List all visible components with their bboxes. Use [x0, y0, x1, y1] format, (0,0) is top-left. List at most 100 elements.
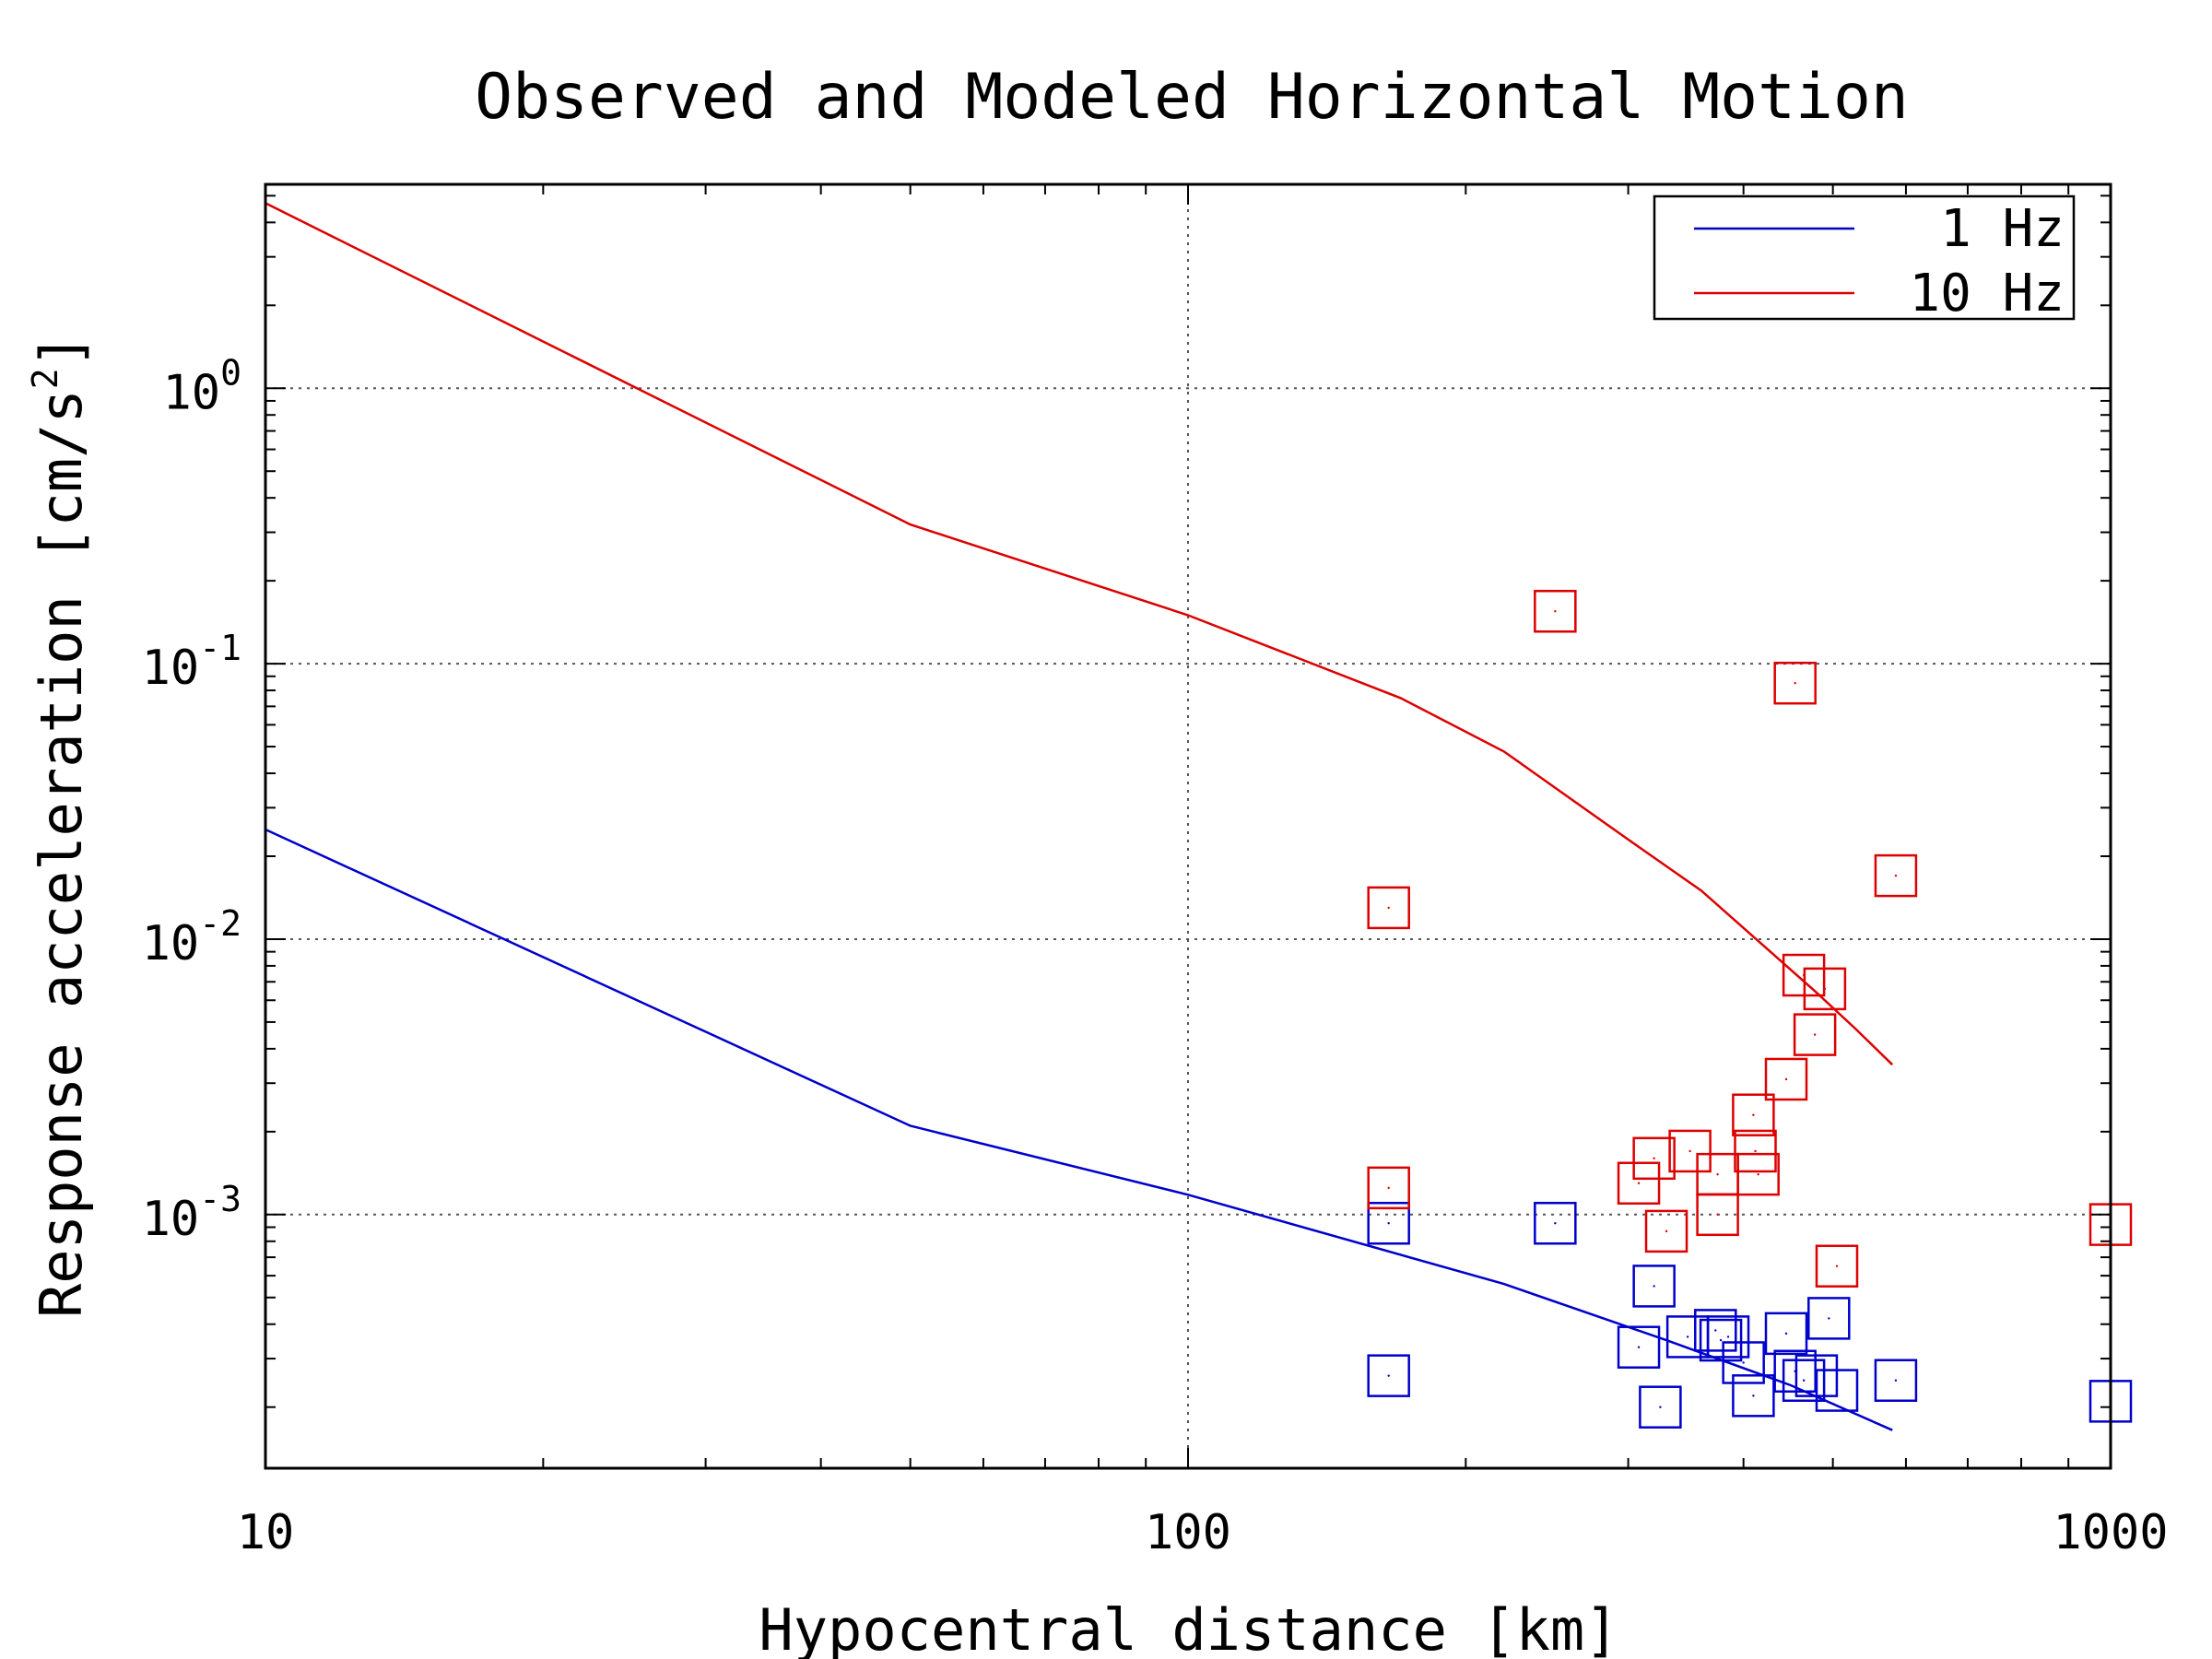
- observed-point-1-hz: [1699, 1318, 1743, 1362]
- y-tick-base: 10: [162, 365, 220, 420]
- legend-label-1-hz: 1 Hz: [1940, 199, 2065, 259]
- observed-point-center-1-hz: [1653, 1285, 1655, 1288]
- observed-point-center-1-hz: [1742, 1361, 1745, 1364]
- y-tick-exponent: -2: [199, 903, 241, 944]
- y-axis-label-suffix: ]: [28, 334, 95, 368]
- observed-point-center-10-hz: [1752, 1113, 1755, 1116]
- observed-point-10-hz: [1367, 886, 1410, 930]
- x-axis-label: Hypocentral distance [km]: [759, 1596, 1618, 1659]
- observed-point-1-hz: [1807, 1297, 1851, 1340]
- observed-point-10-hz: [1803, 967, 1847, 1011]
- observed-point-center-1-hz: [1659, 1406, 1662, 1408]
- observed-point-center-1-hz: [1554, 1222, 1557, 1225]
- model-line-1-hz: [265, 828, 1893, 1431]
- plot-frame: [264, 182, 2112, 1470]
- observed-point-10-hz: [1815, 1244, 1859, 1288]
- x-tick-label: 1000: [2053, 1505, 2168, 1560]
- y-axis-label-main: Response acceleration [cm/s: [28, 389, 95, 1318]
- observed-point-10-hz: [1734, 1129, 1777, 1173]
- observed-point-10-hz: [1644, 1209, 1688, 1253]
- observed-point-1-hz: [1632, 1265, 1676, 1308]
- observed-point-10-hz: [1668, 1129, 1712, 1173]
- y-tick-label: 100: [162, 352, 241, 420]
- observed-point-1-hz: [1732, 1374, 1775, 1418]
- y-axis-label: Response acceleration [cm/s2]: [25, 334, 95, 1318]
- observed-point-10-hz: [1793, 1013, 1837, 1056]
- observed-point-center-1-hz: [1719, 1338, 1723, 1342]
- observed-point-1-hz: [1773, 1349, 1817, 1393]
- y-tick-exponent: -1: [199, 628, 241, 668]
- observed-point-center-1-hz: [1784, 1332, 1788, 1335]
- observed-point-center-1-hz: [1387, 1222, 1390, 1225]
- grid: [265, 184, 2111, 1468]
- y-tick-exponent: -3: [199, 1179, 241, 1219]
- observed-point-center-1-hz: [1835, 1389, 1839, 1392]
- observed-point-1-hz: [1639, 1385, 1682, 1429]
- x-tick-label: 10: [237, 1505, 295, 1560]
- legend-label-10-hz: 10 Hz: [1909, 264, 2065, 324]
- observed-point-center-1-hz: [1726, 1335, 1730, 1338]
- observed-point-center-10-hz: [1387, 1186, 1390, 1190]
- observed-point-center-10-hz: [1835, 1265, 1839, 1267]
- y-tick-label: 10-3: [142, 1179, 241, 1247]
- observed-point-1-hz: [1534, 1201, 1577, 1245]
- observed-point-center-10-hz: [1665, 1230, 1668, 1233]
- observed-point-1-hz: [1367, 1354, 1410, 1397]
- observed-point-center-10-hz: [1813, 1033, 1817, 1036]
- observed-point-center-1-hz: [1637, 1346, 1641, 1348]
- chart-title: Observed and Modeled Horizontal Motion: [475, 61, 1909, 134]
- observed-point-10-hz: [1617, 1161, 1661, 1206]
- observed-point-center-10-hz: [1784, 1077, 1788, 1081]
- observed-point-10-hz: [1534, 589, 1577, 633]
- observed-point-center-10-hz: [1554, 610, 1557, 613]
- observed-point-center-10-hz: [1757, 1172, 1759, 1176]
- observed-point-center-1-hz: [1894, 1379, 1898, 1382]
- x-tick-label: 100: [1145, 1505, 1231, 1560]
- observed-point-center-10-hz: [1688, 1149, 1691, 1153]
- observed-point-1-hz: [1367, 1201, 1410, 1245]
- y-tick-exponent: 0: [220, 352, 241, 393]
- model-lines: [265, 202, 1894, 1431]
- observed-point-10-hz: [1632, 1136, 1676, 1181]
- y-tick-base: 10: [142, 1192, 200, 1247]
- y-tick-label: 10-1: [142, 628, 241, 696]
- observed-point-1-hz: [1694, 1309, 1737, 1352]
- observed-point-center-10-hz: [1387, 906, 1390, 910]
- observed-point-center-10-hz: [1716, 1213, 1719, 1217]
- axis-ticks: [265, 184, 2111, 1468]
- y-tick-base: 10: [142, 916, 200, 971]
- observed-point-1-hz: [1722, 1341, 1765, 1384]
- observed-point-center-10-hz: [1823, 987, 1827, 991]
- observed-point-10-hz: [1696, 1193, 1739, 1237]
- observed-point-1-hz: [1764, 1312, 1808, 1356]
- y-tick-label: 10-2: [142, 903, 241, 971]
- legend-box: [1653, 194, 2076, 321]
- observed-point-center-10-hz: [1637, 1182, 1641, 1184]
- observed-point-center-1-hz: [1828, 1317, 1830, 1320]
- observed-point-10-hz: [1773, 661, 1817, 705]
- observed-point-center-1-hz: [1802, 1379, 1806, 1382]
- model-line-10-hz: [265, 202, 1894, 1066]
- observed-point-10-hz: [1764, 1057, 1808, 1101]
- observed-point-1-hz: [1815, 1369, 1859, 1412]
- observed-point-center-1-hz: [1686, 1335, 1689, 1338]
- observed-point-center-10-hz: [1754, 1149, 1757, 1153]
- observed-point-1-hz: [1617, 1325, 1661, 1369]
- observed-point-center-1-hz: [1714, 1329, 1717, 1332]
- observed-point-center-10-hz: [1794, 682, 1796, 685]
- observed-point-10-hz: [1874, 853, 1918, 898]
- observed-point-1-hz: [1706, 1315, 1750, 1359]
- observed-point-1-hz: [1874, 1359, 1918, 1402]
- observed-point-10-hz: [1732, 1093, 1775, 1136]
- observed-point-center-10-hz: [1653, 1157, 1655, 1160]
- observed-point-center-1-hz: [1387, 1374, 1390, 1377]
- observed-point-center-10-hz: [1716, 1172, 1719, 1176]
- observed-point-10-hz: [1367, 1166, 1410, 1210]
- observed-point-1-hz: [1782, 1359, 1826, 1402]
- y-tick-base: 10: [142, 641, 200, 696]
- y-axis-label-superscript: 2: [25, 368, 65, 389]
- observed-point-center-10-hz: [1894, 874, 1898, 877]
